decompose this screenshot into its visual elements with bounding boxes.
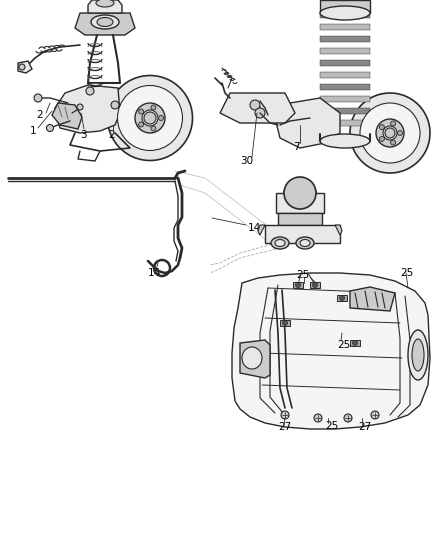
Ellipse shape — [412, 339, 424, 371]
Circle shape — [314, 414, 322, 422]
Polygon shape — [320, 24, 370, 30]
Circle shape — [151, 105, 156, 110]
Circle shape — [111, 101, 119, 109]
Circle shape — [385, 128, 395, 138]
Circle shape — [138, 109, 144, 114]
Circle shape — [86, 87, 94, 95]
Text: 25: 25 — [400, 268, 413, 278]
Polygon shape — [240, 340, 270, 378]
Ellipse shape — [320, 134, 370, 148]
Ellipse shape — [97, 18, 113, 27]
Text: 14: 14 — [248, 223, 261, 233]
Circle shape — [138, 122, 144, 127]
Polygon shape — [320, 72, 370, 78]
Circle shape — [312, 282, 318, 287]
Circle shape — [398, 131, 403, 135]
Text: 3: 3 — [80, 130, 87, 140]
Polygon shape — [320, 36, 370, 42]
Polygon shape — [276, 193, 324, 213]
Polygon shape — [265, 225, 340, 243]
Circle shape — [371, 411, 379, 419]
Circle shape — [284, 177, 316, 209]
Polygon shape — [320, 48, 370, 54]
Polygon shape — [275, 98, 340, 148]
Ellipse shape — [271, 237, 289, 249]
Ellipse shape — [296, 237, 314, 249]
Polygon shape — [220, 93, 295, 123]
Ellipse shape — [360, 103, 420, 163]
Circle shape — [283, 320, 287, 326]
Ellipse shape — [376, 119, 404, 147]
Polygon shape — [55, 85, 120, 133]
Ellipse shape — [408, 330, 428, 380]
Circle shape — [353, 341, 357, 345]
Circle shape — [379, 136, 385, 141]
Polygon shape — [18, 61, 32, 73]
Ellipse shape — [320, 6, 370, 20]
Polygon shape — [335, 225, 342, 235]
Circle shape — [344, 414, 352, 422]
Text: 2: 2 — [108, 130, 115, 140]
Circle shape — [34, 94, 42, 102]
Text: 14: 14 — [148, 268, 161, 278]
Ellipse shape — [275, 239, 285, 246]
Polygon shape — [258, 225, 265, 235]
Polygon shape — [320, 60, 370, 66]
Polygon shape — [88, 0, 122, 13]
Polygon shape — [320, 84, 370, 90]
Polygon shape — [310, 282, 320, 288]
Polygon shape — [232, 273, 430, 429]
Circle shape — [19, 64, 25, 70]
Circle shape — [281, 411, 289, 419]
Polygon shape — [280, 320, 290, 326]
Circle shape — [391, 140, 396, 145]
Polygon shape — [337, 295, 347, 301]
Polygon shape — [52, 103, 82, 129]
Polygon shape — [293, 282, 303, 288]
Text: 30: 30 — [240, 156, 253, 166]
Text: 25: 25 — [296, 270, 309, 280]
Ellipse shape — [242, 347, 262, 369]
Polygon shape — [350, 340, 360, 346]
Circle shape — [391, 121, 396, 126]
Text: 27: 27 — [278, 422, 291, 432]
Polygon shape — [278, 213, 322, 225]
Polygon shape — [320, 108, 370, 114]
Ellipse shape — [91, 15, 119, 29]
Circle shape — [144, 112, 156, 124]
Polygon shape — [320, 96, 370, 102]
Circle shape — [250, 100, 260, 110]
Circle shape — [339, 295, 345, 301]
Ellipse shape — [300, 239, 310, 246]
Ellipse shape — [96, 0, 114, 7]
Circle shape — [151, 126, 156, 131]
Text: 7: 7 — [293, 142, 300, 152]
Ellipse shape — [142, 110, 158, 126]
Circle shape — [255, 108, 265, 118]
Text: 1: 1 — [30, 126, 37, 136]
Polygon shape — [320, 120, 370, 126]
Circle shape — [77, 104, 83, 110]
Ellipse shape — [383, 126, 397, 140]
Polygon shape — [320, 12, 370, 18]
Circle shape — [296, 282, 300, 287]
Polygon shape — [320, 0, 370, 13]
Polygon shape — [75, 13, 135, 35]
Circle shape — [379, 125, 385, 130]
Ellipse shape — [117, 85, 183, 150]
Ellipse shape — [135, 103, 165, 133]
Text: 2: 2 — [36, 110, 42, 120]
Ellipse shape — [350, 93, 430, 173]
Polygon shape — [350, 287, 395, 311]
Circle shape — [159, 116, 163, 120]
Text: 25: 25 — [325, 421, 338, 431]
Ellipse shape — [284, 182, 316, 204]
Text: 25: 25 — [337, 340, 350, 350]
Ellipse shape — [107, 76, 192, 160]
Text: 27: 27 — [358, 422, 371, 432]
Circle shape — [46, 125, 53, 132]
